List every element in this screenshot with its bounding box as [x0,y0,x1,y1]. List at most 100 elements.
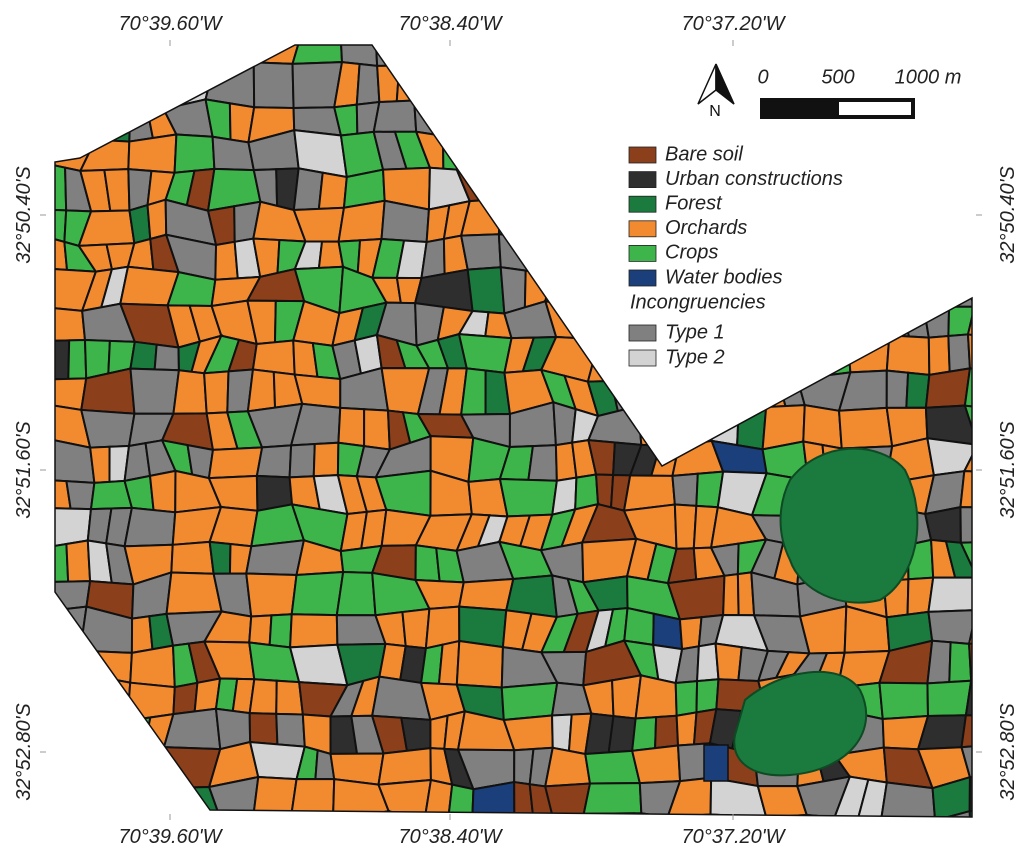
land-parcel [709,776,768,817]
land-parcel [837,406,894,450]
land-parcel [248,740,307,781]
land-parcel [673,503,698,550]
latitude-label: 32°51.60'S [997,421,1019,519]
land-parcel [959,470,972,509]
land-parcel [607,715,637,754]
land-parcel [65,480,96,511]
legend-swatch [628,195,657,213]
scale-label: 1000 m [895,66,962,88]
land-parcel [924,404,972,447]
land-parcel [966,333,972,374]
land-parcel [968,641,972,684]
legend-label: Type 2 [665,346,725,368]
land-parcel [400,716,432,752]
water-body [703,744,729,782]
land-parcel [714,642,743,682]
land-parcel [337,406,366,448]
land-parcel [674,680,699,717]
land-parcel [377,746,432,786]
graticule-ticks [40,40,982,820]
land-parcel [165,571,223,615]
land-parcel [498,477,559,518]
land-parcel [129,644,176,689]
longitude-label: 70°39.60'W [119,13,224,35]
land-parcel [290,570,345,617]
land-parcel [65,539,92,583]
legend-swatch [628,146,657,164]
land-parcel [947,333,972,373]
longitude-label: 70°38.40'W [399,13,504,35]
land-parcel [207,446,264,480]
legend-label: Bare soil [665,143,743,165]
land-parcel [634,674,678,720]
north-arrow: N [697,63,735,120]
land-parcel [527,444,558,482]
legend-label: Forest [665,192,723,214]
land-parcel [79,408,136,449]
land-parcel [962,441,972,473]
legend: Incongruencies Bare soil Urban constructi… [628,143,843,368]
land-parcel [148,469,177,514]
land-parcel [944,540,972,579]
land-parcel [630,744,682,785]
land-parcel [926,679,972,717]
latitude-label: 32°52.80'S [13,703,35,801]
land-parcel [203,370,230,415]
land-parcel [335,570,377,617]
land-parcel [153,343,180,372]
land-parcel [173,133,216,174]
land-parcel [927,334,951,377]
scale-bar: 0 500 1000 m [757,66,961,119]
land-parcel [248,678,278,715]
land-parcel [932,809,972,817]
land-parcel [401,607,431,650]
land-parcel [466,266,506,315]
land-parcel [968,776,972,813]
legend-swatch [628,171,657,189]
land-parcel [455,639,504,689]
scale-label: 0 [757,66,768,88]
land-parcel [129,340,158,371]
land-parcel [172,681,199,716]
land-parcel [245,539,306,576]
latitude-label: 32°52.80'S [997,703,1019,801]
land-parcel [337,199,386,243]
land-parcel [255,444,293,479]
legend-subtitle: Incongruencies [630,291,766,313]
legend-swatch [628,220,657,238]
land-parcel [513,780,535,817]
land-parcel [927,576,972,613]
legend-label: Type 1 [665,321,725,343]
legend-label: Urban constructions [665,168,843,190]
land-parcel [248,614,273,647]
longitude-label: 70°38.40'W [399,826,504,848]
land-parcel [208,540,232,575]
land-parcel [695,678,720,714]
study-area-outline [54,44,973,818]
land-parcel [543,746,592,788]
land-parcel [878,681,930,721]
land-parcel [499,266,527,315]
legend-swatch [628,324,657,342]
forest-patch [779,447,919,604]
land-parcel [923,505,962,544]
forest-patch [733,670,868,777]
legend-label: Crops [665,242,718,264]
land-parcel [584,749,642,785]
land-parcel [926,639,952,685]
land-parcel [355,62,381,106]
land-parcel [948,641,972,684]
latitude-label: 32°50.40'S [13,166,35,264]
land-parcel [89,445,111,484]
land-parcel [960,714,972,749]
latitude-label: 32°51.60'S [13,421,35,519]
land-parcel [146,198,168,241]
land-parcel [623,606,655,647]
land-parcel [252,61,295,110]
longitude-label: 70°37.20'W [682,826,787,848]
land-parcel [795,775,852,817]
scale-label: 500 [821,66,854,88]
land-parcel [500,681,559,722]
